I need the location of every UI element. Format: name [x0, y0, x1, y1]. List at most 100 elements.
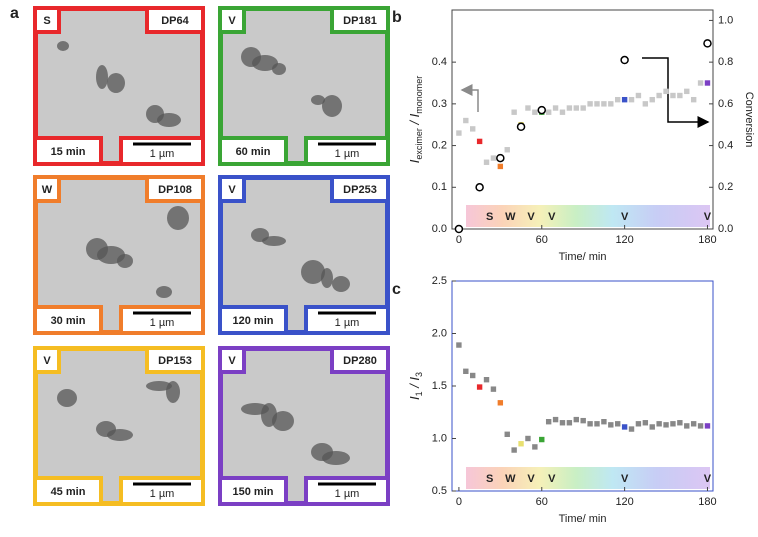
particle: [167, 206, 189, 230]
y-tick-label: 0.4: [432, 56, 447, 68]
panel-letter: c: [392, 281, 401, 298]
band-label: V: [527, 473, 535, 485]
point: [635, 421, 642, 427]
point: [476, 384, 483, 390]
point: [476, 138, 483, 145]
particle: [251, 228, 269, 242]
panel-label: V: [228, 355, 236, 367]
panel-label: 30 min: [51, 315, 86, 327]
point: [608, 101, 614, 107]
label-box: [145, 346, 205, 374]
panel-label: W: [42, 184, 53, 196]
label-box: [330, 346, 390, 374]
particle: [57, 41, 69, 51]
particle: [57, 389, 77, 407]
x-tick-label: 120: [615, 496, 633, 508]
panel-label: DP153: [158, 355, 192, 367]
point: [649, 96, 655, 103]
point: [621, 424, 628, 430]
scale-label: 1 µm: [150, 148, 175, 160]
label-text: I: [407, 159, 422, 163]
panel-label: DP64: [161, 15, 189, 27]
point: [559, 109, 566, 115]
particle: [272, 411, 294, 431]
y-tick-label: 2.0: [432, 327, 447, 339]
point: [552, 105, 559, 111]
point: [490, 386, 497, 392]
label-text: / I: [407, 113, 422, 128]
label-subscript: 1: [414, 391, 424, 396]
particle: [107, 73, 125, 93]
point: [511, 447, 517, 453]
point: [663, 422, 669, 428]
point: [670, 92, 676, 99]
label-box: [218, 476, 288, 506]
panel-letter: b: [392, 9, 402, 26]
point: [483, 159, 490, 165]
particle: [146, 381, 172, 391]
label-subscript: 3: [414, 372, 424, 377]
panel-label: 120 min: [233, 315, 274, 327]
scale-box: [304, 305, 390, 335]
point: [704, 80, 711, 86]
point: [539, 436, 545, 443]
scale-label: 1 µm: [335, 488, 360, 500]
scale-box: [304, 476, 390, 506]
point: [690, 96, 697, 103]
point: [573, 105, 579, 111]
plot-frame: [451, 9, 714, 230]
point: [684, 88, 690, 95]
panel-label: V: [228, 184, 236, 196]
y-tick-label: 0.2: [718, 181, 733, 193]
y-axis-label: I1 / I3: [407, 372, 424, 400]
point: [580, 105, 586, 111]
point: [504, 431, 510, 437]
y-tick-label: 1.0: [718, 14, 733, 26]
point: [532, 109, 538, 115]
scale-box: [119, 476, 205, 506]
label-box: [33, 6, 61, 34]
point: [516, 122, 526, 132]
y-tick-label: 0.3: [432, 98, 447, 110]
x-tick-label: 180: [698, 496, 716, 508]
label-box: [218, 175, 246, 203]
particle: [156, 286, 172, 298]
point: [497, 163, 504, 170]
y-tick-label: 1.5: [432, 380, 447, 392]
particle: [96, 65, 108, 89]
point: [587, 421, 593, 427]
point: [594, 101, 600, 107]
point: [628, 96, 635, 103]
particle: [241, 403, 269, 415]
x-tick-label: 60: [536, 496, 548, 508]
panel-label: DP181: [343, 15, 377, 27]
point: [545, 419, 552, 425]
x-tick-label: 60: [536, 234, 548, 246]
point: [456, 342, 462, 348]
point: [587, 101, 593, 107]
point: [620, 55, 629, 65]
particle: [322, 95, 342, 117]
particle: [301, 260, 325, 284]
y2-axis-label: Conversion: [743, 92, 755, 148]
point: [656, 421, 662, 427]
band-label: S: [486, 473, 493, 485]
band-label: V: [704, 473, 712, 485]
point: [566, 420, 573, 426]
point: [690, 421, 697, 427]
label-box: [145, 6, 205, 34]
point: [496, 153, 505, 163]
y-axis-label: Iexcimer / Imonomer: [407, 76, 424, 164]
point: [642, 101, 649, 107]
y-tick-label: 0.0: [718, 223, 733, 235]
x-tick-label: 180: [698, 234, 716, 246]
label-box: [330, 6, 390, 34]
panel-label: V: [228, 15, 236, 27]
point: [456, 130, 462, 136]
point: [704, 423, 711, 429]
particle: [86, 238, 108, 260]
scale-label: 1 µm: [335, 148, 360, 160]
panel-letter: a: [10, 5, 19, 22]
particle: [146, 105, 164, 123]
